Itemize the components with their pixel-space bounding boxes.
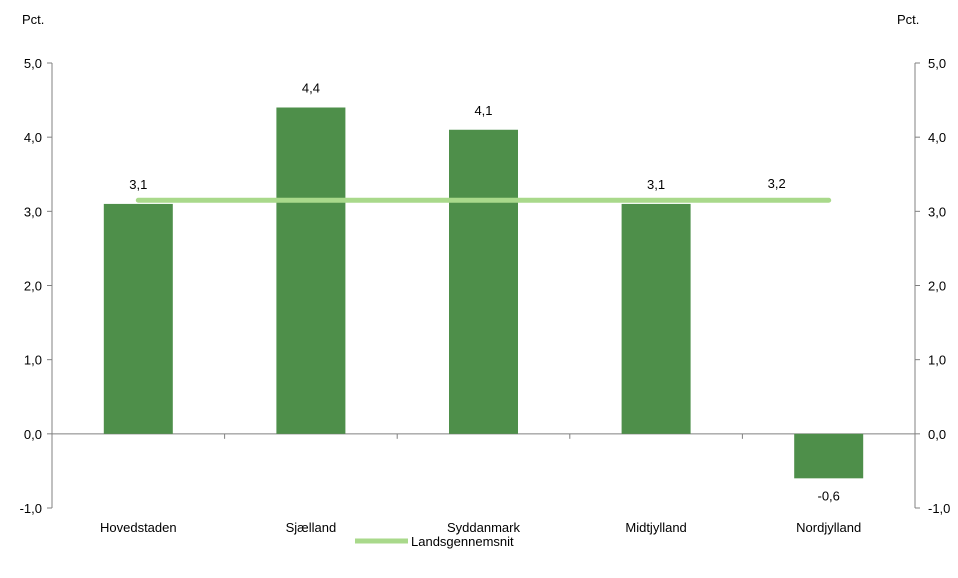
x-tick-label: Sjælland [286,520,337,535]
y-tick-label-right: -1,0 [928,501,950,516]
y-tick-label-left: 3,0 [24,204,42,219]
bar [449,129,518,434]
axes: -1,0 -1,0 0,0 0,0 1,0 1,0 2,0 2,0 3,0 3,0 4,0 4,0 5,… [20,56,951,535]
x-tick-label: Nordjylland [796,520,861,535]
y-tick-label-right: 1,0 [928,353,946,368]
bar-value-label: -0,6 [817,488,839,503]
bar-value-label: 4,1 [474,103,492,118]
bar-value-label: 3,1 [129,177,147,192]
y-tick-label-right: 0,0 [928,427,946,442]
right-axis-unit: Pct. [897,12,919,27]
legend: Landsgennemsnit [355,534,514,549]
bars [103,107,864,479]
bar-value-label: 3,1 [647,177,665,192]
x-tick-label: Midtjylland [625,520,686,535]
data-labels: 3,1 4,4 4,1 3,1 -0,6 3,2 [129,81,840,504]
y-tick-label-right: 4,0 [928,130,946,145]
legend-label-landsgennemsnit: Landsgennemsnit [411,534,514,549]
bar [276,107,346,434]
y-tick-label-left: 2,0 [24,279,42,294]
bar [794,433,864,479]
y-tick-label-left: -1,0 [20,501,42,516]
bar [103,203,173,434]
x-tick-label: Hovedstaden [100,520,177,535]
left-axis-unit: Pct. [22,12,44,27]
y-tick-label-right: 3,0 [928,204,946,219]
y-tick-label-left: 5,0 [24,56,42,71]
y-tick-label-left: 0,0 [24,427,42,442]
x-tick-label: Syddanmark [447,520,520,535]
y-tick-label-right: 5,0 [928,56,946,71]
y-tick-label-left: 1,0 [24,353,42,368]
y-tick-label-left: 4,0 [24,130,42,145]
bar [621,203,691,434]
bar-value-label: 4,4 [302,81,320,96]
y-tick-label-right: 2,0 [928,279,946,294]
line-value-label: 3,2 [768,176,786,191]
